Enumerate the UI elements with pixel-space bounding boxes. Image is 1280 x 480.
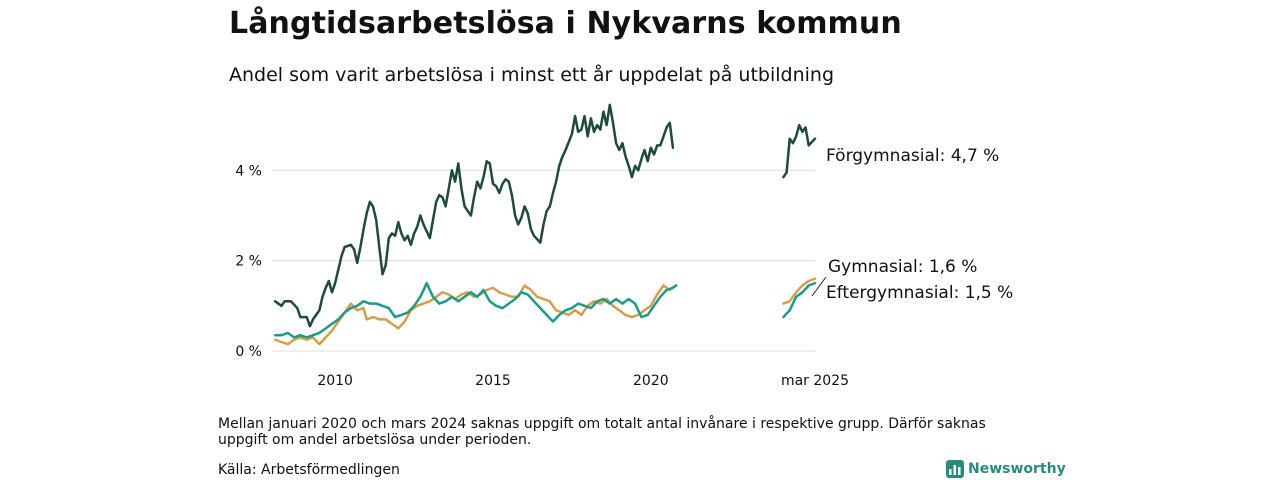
series-end-labels: Förgymnasial: 4,7 % Gymnasial: 1,6 % Efter…	[811, 146, 1013, 303]
x-tick-label: 2010	[317, 373, 353, 389]
y-axis-ticks: 0 % 2 % 4 %	[235, 163, 262, 360]
x-tick-label: 2020	[633, 373, 669, 389]
gridlines	[272, 169, 815, 352]
brand-name: Newsworthy	[968, 461, 1066, 477]
y-tick-label: 4 %	[235, 163, 262, 179]
series-end-label-förgymnasial: Förgymnasial: 4,7 %	[826, 146, 999, 166]
x-axis-ticks: 2010 2015 2020 mar 2025	[317, 373, 849, 389]
chart-title: Långtidsarbetslösa i Nykvarns kommun	[229, 6, 902, 41]
x-tick-label: 2015	[475, 373, 511, 389]
series-line-förgymnasial	[782, 123, 817, 179]
gap-note: Mellan januari 2020 och mars 2024 saknas…	[218, 416, 986, 448]
series-end-label-eftergymnasial: Eftergymnasial: 1,5 %	[826, 283, 1013, 303]
series-line-eftergymnasial	[782, 281, 817, 319]
y-tick-label: 2 %	[235, 254, 262, 270]
x-tick-label: mar 2025	[781, 373, 849, 389]
label-leader-line	[811, 276, 827, 297]
y-tick-label: 0 %	[235, 344, 262, 360]
series-line-gymnasial	[782, 277, 817, 305]
series-line-eftergymnasial	[273, 281, 678, 339]
series-line-förgymnasial	[273, 103, 675, 328]
series-end-label-gymnasial: Gymnasial: 1,6 %	[828, 257, 977, 277]
series-lines	[273, 103, 817, 346]
newsworthy-logo-icon	[946, 460, 964, 478]
source-credit: Källa: Arbetsförmedlingen	[218, 462, 400, 478]
brand-logo: Newsworthy	[946, 459, 1066, 479]
chart-subtitle: Andel som varit arbetslösa i minst ett å…	[229, 64, 835, 86]
